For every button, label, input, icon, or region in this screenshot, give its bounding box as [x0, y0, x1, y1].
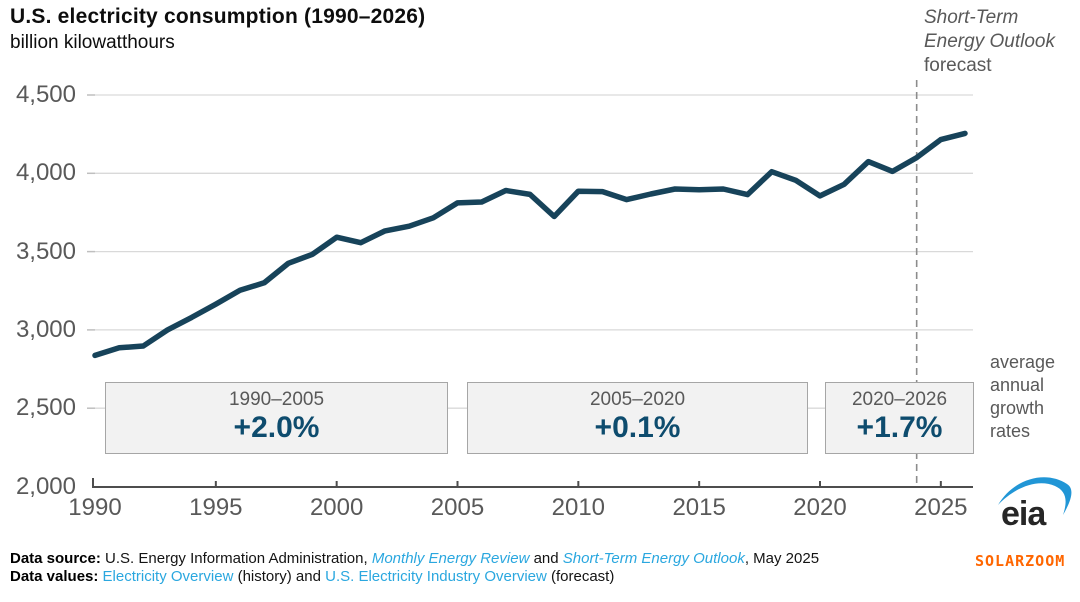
growth-period-label: 2005–2020 — [589, 389, 686, 410]
y-tick-label: 3,000 — [15, 315, 76, 343]
growth-rate-value: +2.0% — [233, 411, 320, 444]
footer-source-line: Data source: U.S. Energy Information Adm… — [10, 550, 819, 567]
x-tick-label: 2010 — [551, 494, 606, 521]
data-values-mid: (history) and — [233, 568, 326, 585]
data-source-and: and — [529, 550, 563, 567]
x-tick-label: 2020 — [793, 494, 847, 521]
growth-box-2005-2020: 2005–2020 +0.1% — [467, 382, 808, 454]
page-title: U.S. electricity consumption (1990–2026) — [10, 5, 426, 28]
y-tick-label: 4,000 — [15, 159, 76, 187]
x-tick-label: 1995 — [189, 494, 243, 521]
eia-logo-swoosh — [998, 477, 1072, 515]
average-annual-growth-rates-label: average annual growth rates — [990, 352, 1056, 441]
monthly-energy-review-link[interactable]: Monthly Energy Review — [371, 550, 530, 567]
solarzoom-watermark: SOLARZOOM — [975, 552, 1066, 570]
y-tick-label: 3,500 — [15, 237, 76, 265]
data-values-post: (forecast) — [546, 568, 615, 585]
y-tick-label: 2,000 — [15, 472, 76, 500]
short-term-energy-outlook-link[interactable]: Short-Term Energy Outlook — [562, 550, 745, 567]
growth-box-2020-2026: 2020–2026 +1.7% — [825, 382, 974, 454]
x-tick-label: 2025 — [914, 494, 968, 521]
x-tick-label: 2005 — [430, 494, 485, 521]
y-tick-label: 4,500 — [15, 81, 76, 108]
electricity-overview-link[interactable]: Electricity Overview — [102, 568, 234, 585]
eia-logo: eia — [998, 477, 1072, 533]
growth-rate-value: +0.1% — [594, 411, 681, 444]
eia-logo-text: eia — [1001, 495, 1047, 533]
forecast-annotation-line3: forecast — [924, 55, 992, 76]
chart-unit-subtitle: billion kilowatthours — [10, 32, 175, 53]
forecast-annotation-line2: Energy Outlook — [924, 31, 1055, 52]
x-tick-label: 2015 — [672, 494, 726, 521]
growth-box-1990-2005: 1990–2005 +2.0% — [105, 382, 448, 454]
forecast-annotation-line1: Short-Term — [924, 7, 1019, 28]
electricity-industry-overview-link[interactable]: U.S. Electricity Industry Overview — [325, 568, 547, 585]
footer-values-line: Data values: Electricity Overview (histo… — [10, 568, 614, 585]
growth-period-label: 1990–2005 — [228, 389, 325, 410]
data-source-text: U.S. Energy Information Administration, — [105, 550, 372, 567]
x-tick-label: 1990 — [68, 494, 122, 521]
y-tick-label: 2,500 — [15, 394, 76, 422]
growth-period-label: 2020–2026 — [851, 389, 948, 410]
data-source-date: , May 2025 — [744, 550, 820, 567]
data-values-label: Data values: — [10, 568, 103, 585]
forecast-annotation: Short-Term Energy Outlook forecast — [924, 6, 1080, 78]
x-tick-label: 2000 — [309, 494, 364, 521]
data-source-label: Data source: — [10, 550, 106, 567]
growth-rate-value: +1.7% — [856, 411, 943, 444]
